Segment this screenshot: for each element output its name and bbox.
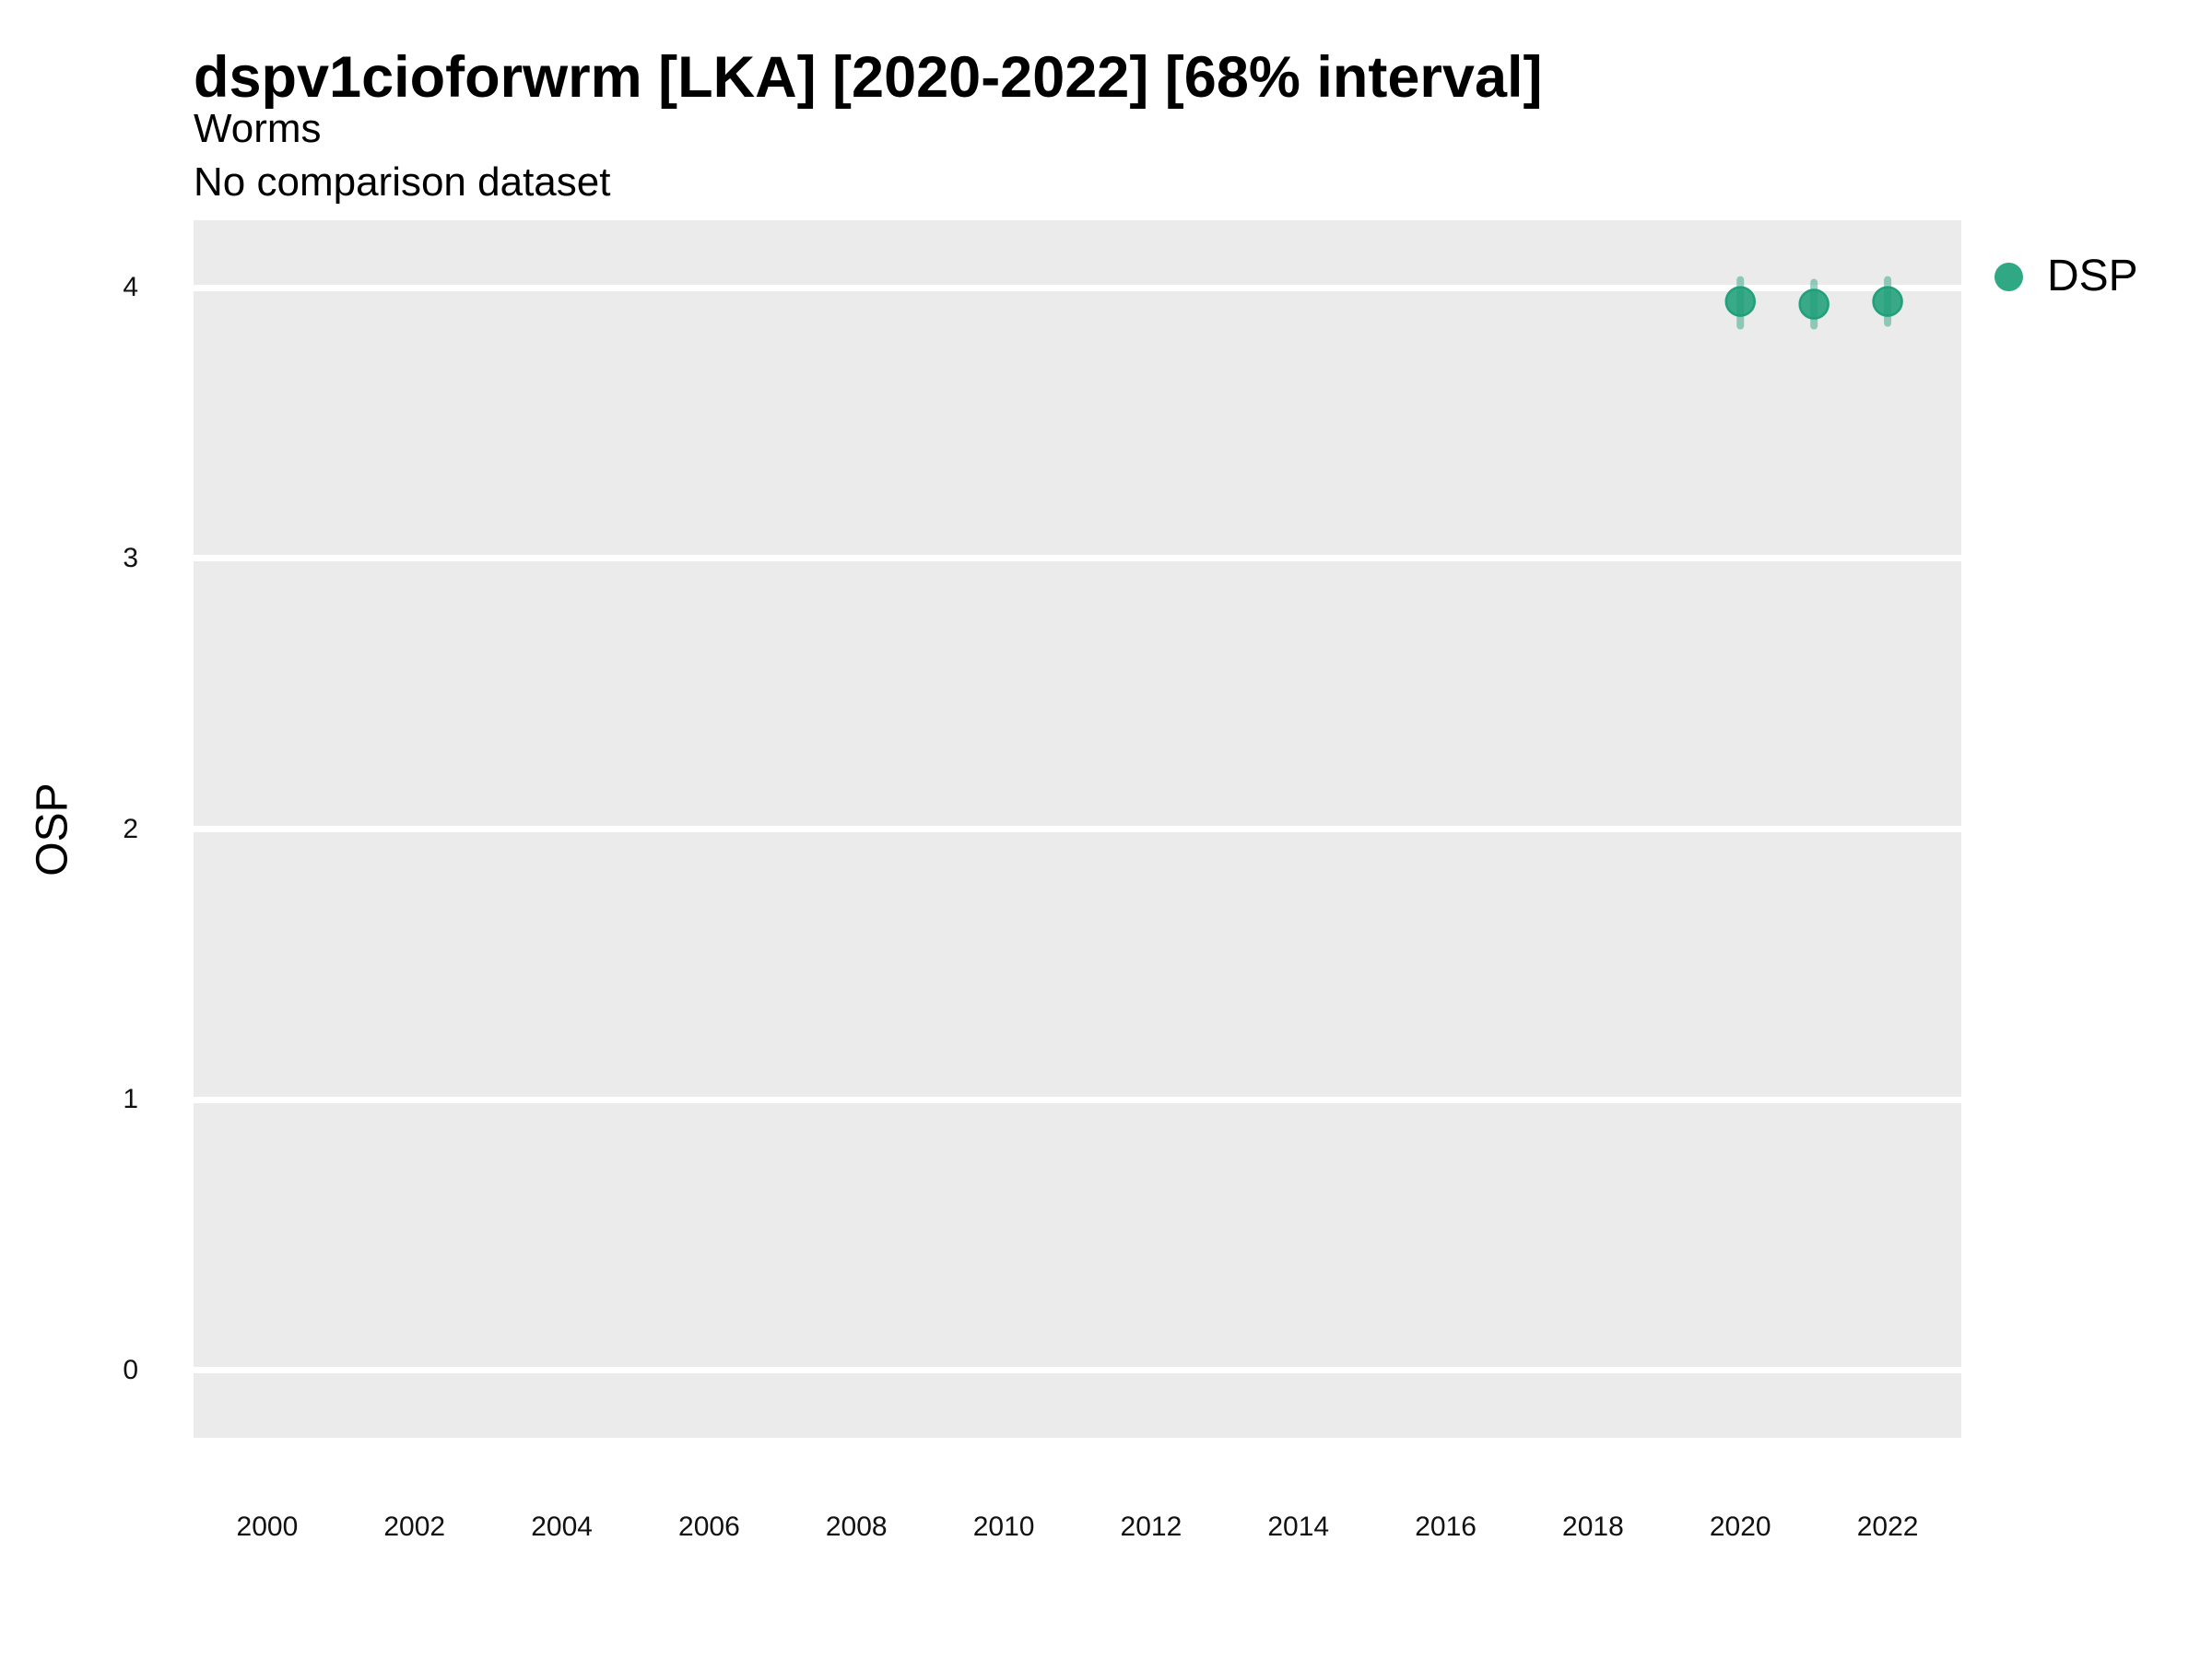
- chart-title: dspv1cioforwrm [LKA] [2020-2022] [68% in…: [194, 45, 1543, 110]
- major-gridline-y4: [194, 284, 1961, 291]
- y-tick-label: 3: [123, 542, 138, 573]
- comparison-dataset-note: No comparison dataset: [194, 159, 611, 205]
- x-tick-label: 2008: [825, 1512, 888, 1542]
- x-tick-label: 2004: [531, 1512, 593, 1542]
- y-tick-label: 2: [123, 813, 138, 844]
- x-tick-label: 2018: [1562, 1512, 1624, 1542]
- legend: DSP: [1994, 253, 2138, 300]
- legend-label: DSP: [2047, 252, 2138, 300]
- legend-point-swatch: [1994, 262, 2023, 291]
- x-tick-label: 2016: [1415, 1512, 1477, 1542]
- y-tick-label: 4: [123, 272, 138, 303]
- x-tick-label: 2006: [678, 1512, 740, 1542]
- major-gridline-y3: [194, 555, 1961, 562]
- chart-subtitle: Worms: [194, 106, 322, 151]
- major-gridline-y0: [194, 1367, 1961, 1374]
- x-tick-label: 2020: [1709, 1512, 1771, 1542]
- x-tick-label: 2000: [236, 1512, 299, 1542]
- y-tick-label: 1: [123, 1084, 138, 1115]
- major-gridline-y2: [194, 826, 1961, 832]
- y-tick-label: 0: [123, 1354, 138, 1385]
- x-tick-label: 2002: [383, 1512, 446, 1542]
- x-tick-label: 2022: [1856, 1512, 1919, 1542]
- x-tick-label: 2012: [1120, 1512, 1182, 1542]
- major-gridline-y1: [194, 1096, 1961, 1103]
- x-tick-label: 2014: [1267, 1512, 1330, 1542]
- x-tick-label: 2010: [972, 1512, 1035, 1542]
